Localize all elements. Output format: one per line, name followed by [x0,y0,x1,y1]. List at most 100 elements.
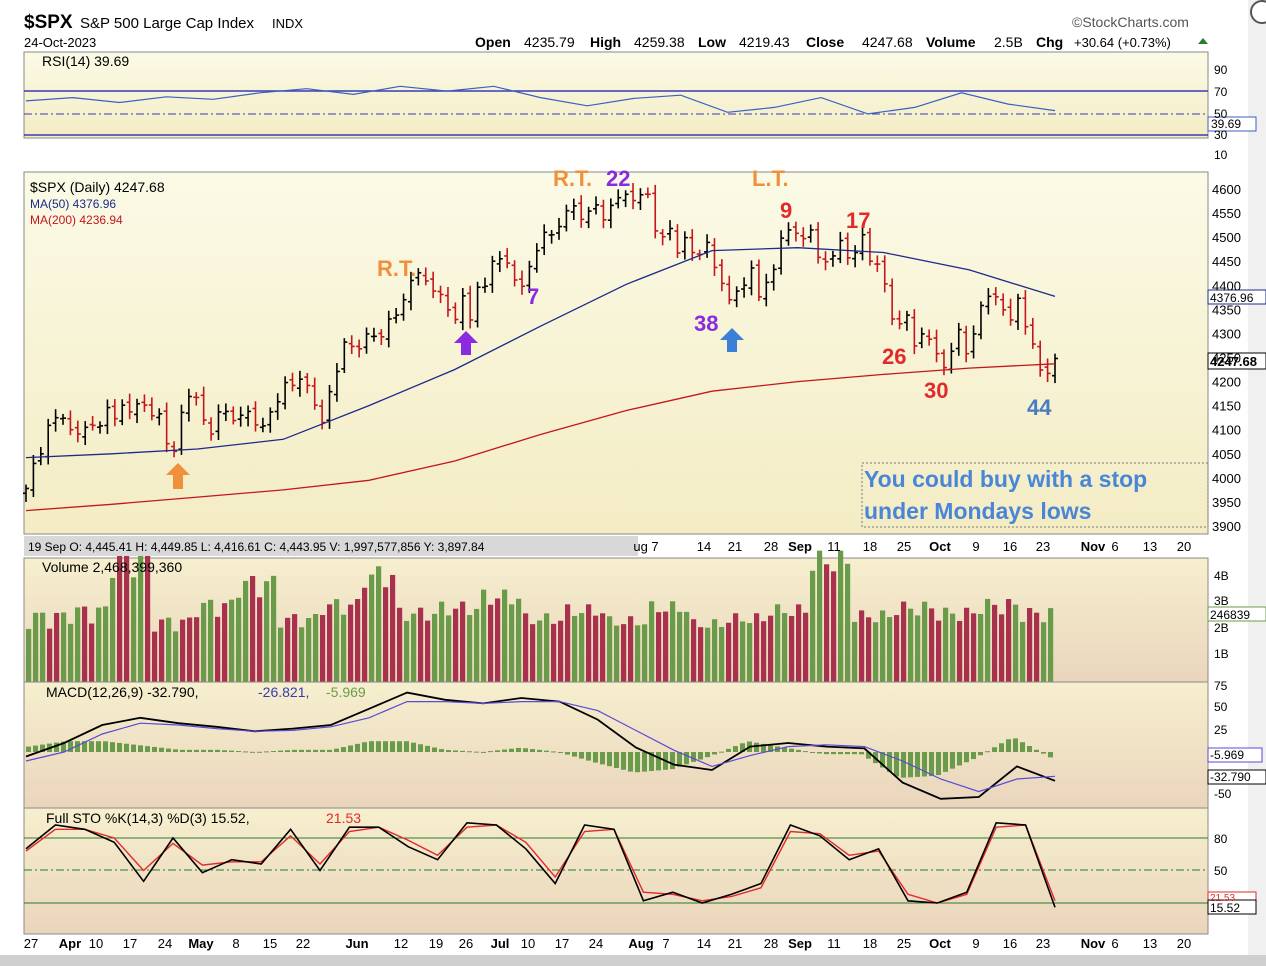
volume-bar [488,604,494,682]
volume-bar [131,577,137,682]
price-bar [556,217,563,240]
volume-bar [698,627,704,682]
price-bar [474,281,481,328]
macd-hist-bar [705,752,710,758]
price-bar [82,421,89,446]
volume-bar [439,601,445,682]
volume-bar [635,625,641,682]
price-bar [452,302,459,324]
macd-hist-bar [285,750,290,752]
macd-hist-bar [817,752,822,754]
volume-bar [68,623,74,682]
macd-legend: MACD(12,26,9) -32.790, [46,684,199,700]
date-tick: 24 [589,936,603,951]
macd-hist-bar [40,744,45,752]
macd-hist-bar [82,741,87,752]
chart-date: 24-Oct-2023 [24,35,96,50]
macd-hist-bar [124,743,129,752]
chevron-up-icon[interactable] [1250,0,1266,24]
price-bar [992,287,999,306]
volume-bar [432,613,438,682]
volume-bar [124,547,130,682]
volume-bar [285,617,291,682]
rsi-tick: 50 [1214,107,1228,121]
price-bar [940,349,947,376]
crosshair-info-bg [24,536,638,556]
price-bar [111,399,118,427]
volume-bar [845,563,851,682]
macd-tick: -50 [1214,787,1232,801]
price-bar [67,410,74,436]
macd-hist-bar [474,751,479,753]
sto-k-line [25,821,1056,908]
sto-tick: 80 [1214,832,1228,846]
price-legend: $SPX (Daily) 4247.68 [30,179,165,195]
date-tick: 22 [296,936,310,951]
price-tick: 4050 [1212,447,1241,462]
annotation-26: 26 [882,344,906,369]
price-bar [282,376,289,410]
date-tick: Apr [59,936,81,951]
macd-hist-bar [1006,739,1011,752]
macd-hist-bar [404,741,409,752]
chg-up-icon [1198,38,1208,44]
price-bar [459,287,466,331]
macd-hist-bar [33,745,38,752]
macd-hist-bar [978,752,983,756]
date-tick: 23 [1036,936,1050,951]
macd-hist-bar [250,751,255,753]
macd-hist-bar [173,749,178,752]
volume-bar [936,620,942,682]
date-tick: Jun [345,936,368,951]
macd-hist-bar [586,752,591,761]
volume-bar [152,631,158,682]
volume-bar [110,577,116,682]
macd-hist-bar [964,752,969,763]
date-tick: ug 7 [633,539,658,554]
price-bar [718,259,725,292]
macd-hist-bar [397,741,402,752]
macd-hist-bar [621,752,626,770]
price-tick: 4350 [1212,302,1241,317]
price-bar [385,310,392,348]
volume-bar [628,616,634,682]
macd-hist-bar [89,741,94,752]
price-bar [807,224,814,243]
price-bar [1029,317,1036,349]
note-box [861,462,1209,528]
volume-bar [26,628,32,682]
date-tick: 24 [158,936,172,951]
date-tick: 9 [972,936,979,951]
macd-hist-bar [327,749,332,752]
date-tick: 18 [863,539,877,554]
rsi-tick: 70 [1214,85,1228,99]
brand[interactable]: ©StockCharts.com [1072,14,1189,30]
macd-hist-bar [551,751,556,753]
macd-hist-bar [292,749,297,752]
price-tick: 4600 [1212,182,1241,197]
price-bar [237,406,244,427]
price-bar [844,232,851,265]
rsi-line [25,85,1056,115]
date-tick: 9 [972,539,979,554]
volume-bar [355,599,361,682]
volume-bar [1020,621,1026,682]
price-bar [593,196,600,215]
price-tick: 4450 [1212,254,1241,269]
volume-bar [957,620,963,682]
price-bar [563,204,570,232]
price-bar [970,325,977,359]
price-bar [977,301,984,340]
arrow-up-purple-icon [454,331,478,355]
macd-hist-bar [593,752,598,763]
volume-bar [460,601,466,682]
ma50-line [25,247,1056,459]
volume-bar [663,611,669,682]
macd-hist-bar [635,752,640,773]
rsi-legend: RSI(14) 39.69 [42,53,129,69]
volume-bar [411,613,417,682]
volume-bar [747,623,753,682]
volume-bar [33,612,39,682]
price-bar [141,394,148,413]
macd-hist-bar [922,752,927,777]
